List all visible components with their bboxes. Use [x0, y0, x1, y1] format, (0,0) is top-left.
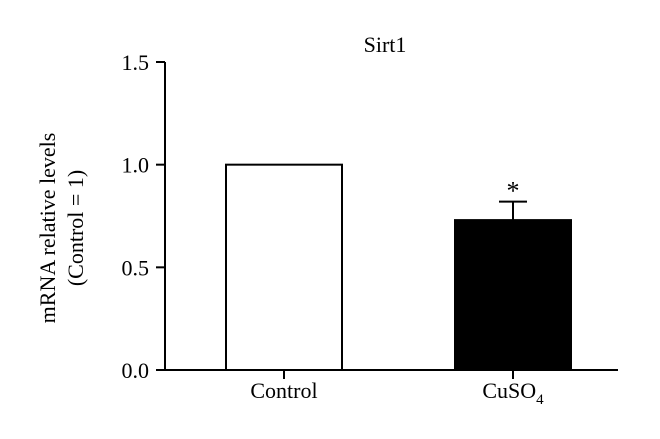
significance-marker: *	[507, 177, 520, 206]
y-axis-title-line1: mRNA relative levels	[35, 133, 60, 324]
chart-title: Sirt1	[364, 32, 407, 57]
bar-control	[225, 163, 343, 371]
y-tick-label: 0.0	[122, 358, 150, 383]
plot-area: 0.0 0.5 1.0 1.5 Control CuSO4 *	[122, 50, 618, 408]
bar-cuso4	[454, 219, 572, 371]
y-tick-label: 1.5	[122, 50, 150, 75]
x-tick-label: CuSO4	[482, 378, 544, 408]
y-axis-title: mRNA relative levels (Control = 1)	[35, 133, 88, 324]
y-axis-title-line2: (Control = 1)	[63, 170, 88, 286]
y-tick-label: 0.5	[122, 255, 150, 280]
x-tick-label: Control	[250, 378, 317, 403]
y-tick-label: 1.0	[122, 153, 150, 178]
